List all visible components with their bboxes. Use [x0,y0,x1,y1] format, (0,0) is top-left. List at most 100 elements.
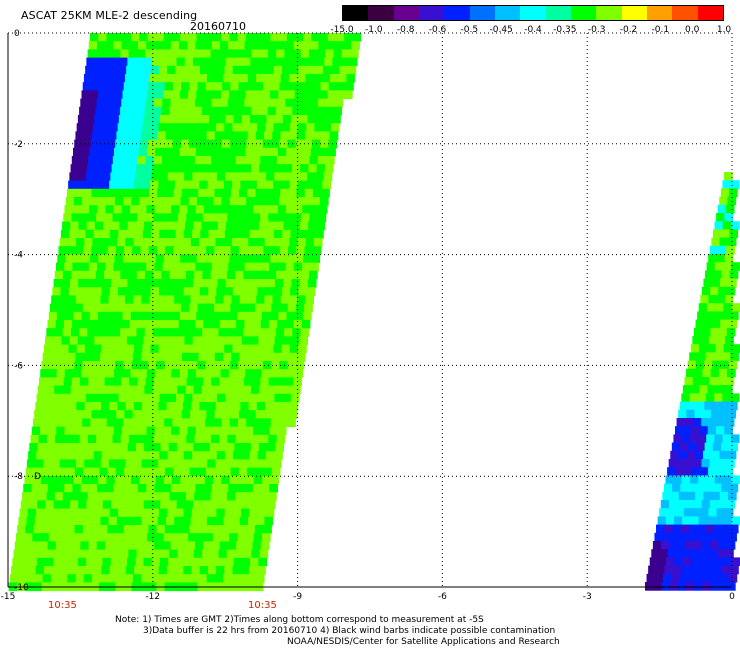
data-cell [298,172,308,182]
data-cell [156,246,166,255]
data-cell [229,254,239,264]
data-cell [117,238,126,247]
data-cell [684,418,694,427]
data-cell [120,213,130,223]
data-cell [141,131,150,141]
data-cell [74,525,84,534]
data-cell [286,147,295,157]
data-cell [50,467,59,477]
data-cell [57,475,66,485]
data-cell [239,574,249,583]
data-cell [136,328,146,337]
data-cell [167,393,177,403]
data-cell [250,336,259,346]
data-cell [668,459,678,468]
data-cell [170,377,179,387]
data-cell [341,49,351,59]
data-cell [304,82,313,91]
data-cell [715,516,724,526]
data-cell [240,287,250,296]
data-cell [55,434,64,444]
data-cell [171,90,181,100]
data-cell [209,336,218,346]
data-cell [218,549,228,559]
data-cell [711,278,721,288]
data-cell [242,279,251,288]
data-cell [244,377,253,387]
time-label-left: 10:35 [48,600,77,611]
data-cell [202,328,211,337]
data-cell [259,49,269,59]
data-cell [163,147,172,157]
data-cell [111,549,121,559]
data-cell [248,238,257,247]
data-cell [245,90,255,100]
data-cell [65,418,75,428]
data-cell [252,377,261,387]
data-cell [94,221,104,231]
data-cell [662,491,672,501]
data-cell [266,115,276,124]
data-cell [295,303,305,313]
data-cell [224,344,233,354]
data-cell [287,197,296,206]
data-cell [81,311,91,321]
data-cell [713,311,723,321]
data-cell [80,426,90,436]
data-cell [231,238,241,247]
data-cell [184,57,194,67]
data-cell [69,229,78,239]
data-cell [243,549,252,559]
data-cell [54,385,63,395]
data-cell [257,344,266,354]
data-cell [142,566,152,575]
data-cell [66,525,76,534]
data-cell [59,352,68,362]
data-cell [118,172,128,182]
data-cell [292,328,302,337]
data-cell [122,311,132,321]
data-cell [159,393,169,403]
data-cell [225,115,235,124]
data-cell [95,385,104,395]
data-cell [231,352,240,362]
data-cell [59,238,69,247]
data-cell [190,352,199,362]
data-cell [117,123,127,132]
data-cell [22,541,32,551]
data-cell [12,557,22,567]
data-cell [200,451,210,460]
data-cell [300,328,310,337]
data-cell [75,295,85,305]
data-cell [129,484,139,493]
data-cell [64,262,73,272]
data-cell [165,352,175,362]
data-cell [730,434,740,444]
data-cell [69,557,79,567]
lat-lon-grid [7,32,733,588]
data-cell [664,565,674,575]
data-cell [177,49,187,59]
data-cell [157,295,167,305]
data-cell [194,156,204,165]
data-cell [202,213,212,223]
data-cell [166,180,176,190]
data-cell [297,238,307,247]
data-cell [169,270,179,280]
data-cell [236,484,246,493]
data-cell [294,369,304,378]
data-cell [90,33,99,42]
data-cell [134,393,144,403]
data-cell [210,49,220,59]
data-cell [18,516,28,526]
data-cell [80,205,90,214]
data-cell [285,98,294,108]
data-cell [225,557,235,567]
data-cell [232,402,241,411]
data-cell [255,467,264,477]
data-cell [699,426,709,435]
data-cell [197,467,207,477]
data-cell [168,500,178,510]
data-cell [189,246,199,255]
data-cell [115,139,124,149]
